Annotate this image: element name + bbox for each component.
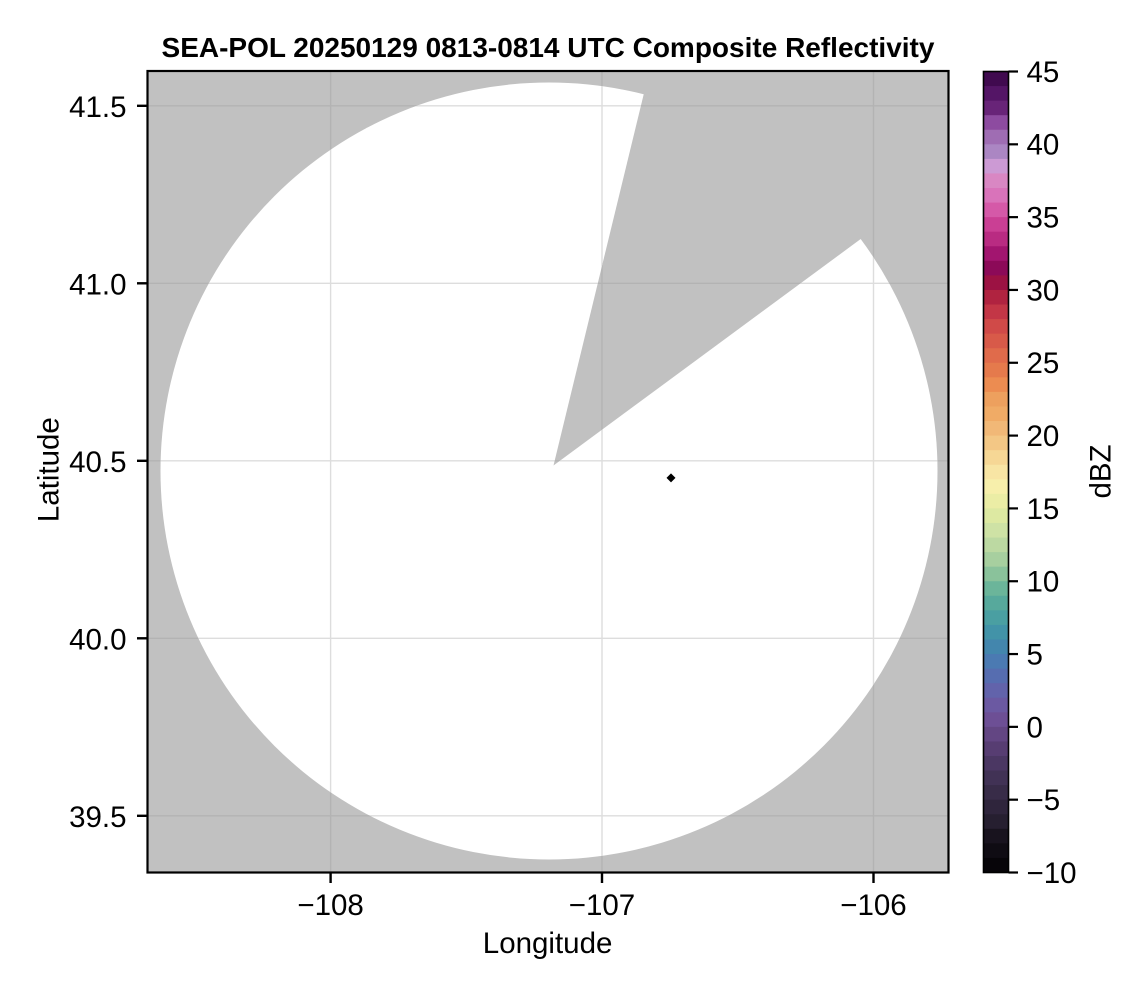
svg-text:dBZ: dBZ <box>1085 444 1118 498</box>
svg-text:45: 45 <box>1027 56 1060 89</box>
svg-text:30: 30 <box>1027 274 1060 307</box>
svg-text:SEA-POL 20250129 0813-0814 UTC: SEA-POL 20250129 0813-0814 UTC Composite… <box>162 32 935 63</box>
svg-text:5: 5 <box>1027 638 1043 671</box>
svg-text:25: 25 <box>1027 347 1060 380</box>
svg-text:−106: −106 <box>840 889 906 922</box>
svg-text:−5: −5 <box>1027 784 1061 817</box>
svg-text:35: 35 <box>1027 202 1060 235</box>
svg-text:10: 10 <box>1027 566 1060 599</box>
svg-text:40: 40 <box>1027 129 1060 162</box>
svg-text:Latitude: Latitude <box>33 417 66 522</box>
svg-text:40.0: 40.0 <box>69 623 126 656</box>
svg-text:20: 20 <box>1027 420 1060 453</box>
svg-text:0: 0 <box>1027 711 1043 744</box>
svg-text:40.5: 40.5 <box>69 446 126 479</box>
svg-text:−107: −107 <box>569 889 635 922</box>
svg-text:41.0: 41.0 <box>69 268 126 301</box>
svg-text:41.5: 41.5 <box>69 91 126 124</box>
svg-text:Longitude: Longitude <box>483 927 613 960</box>
svg-text:−10: −10 <box>1027 857 1077 890</box>
svg-text:15: 15 <box>1027 493 1060 526</box>
svg-text:39.5: 39.5 <box>69 801 126 834</box>
svg-text:−108: −108 <box>297 889 363 922</box>
